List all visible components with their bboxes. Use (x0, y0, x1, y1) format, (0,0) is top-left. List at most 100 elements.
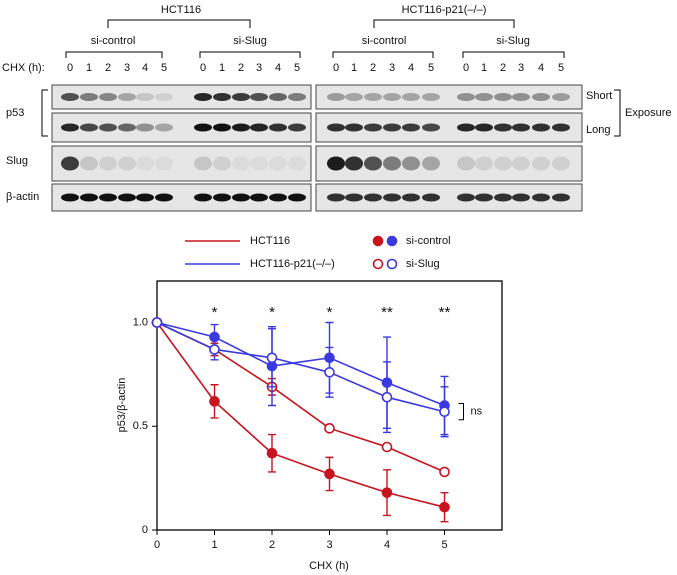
marker (381, 441, 393, 453)
significance: ** (381, 304, 393, 321)
blot-band (250, 193, 268, 202)
blot-band (118, 156, 136, 171)
blot-band (457, 156, 475, 171)
y-tick-label: 0 (142, 524, 148, 536)
ns-label: ns (471, 406, 483, 418)
treatment-label: si-control (362, 35, 407, 47)
x-tick-label: 3 (326, 539, 332, 551)
blot-band (345, 156, 363, 171)
lane-label: 2 (500, 62, 506, 74)
blot-band (99, 123, 117, 132)
blot-band (402, 193, 420, 202)
series-line (156, 321, 445, 407)
marker (151, 317, 163, 328)
x-tick-label: 5 (441, 539, 447, 551)
series-line (156, 322, 445, 508)
blot-band (494, 193, 512, 202)
blot-band (99, 93, 117, 101)
lane-label: 0 (463, 62, 469, 74)
blot-band (80, 123, 98, 132)
legend-marker (372, 235, 384, 247)
blot-band (512, 193, 530, 202)
marker (324, 468, 335, 480)
marker (439, 466, 450, 478)
significance: * (269, 304, 275, 321)
row-label: Slug (6, 155, 28, 167)
blot-band (532, 156, 550, 171)
blot-band (402, 93, 420, 101)
exposure-title: Exposure (625, 107, 671, 119)
blot-band (457, 193, 475, 202)
lane-label: 1 (219, 62, 225, 74)
lane-label: 0 (333, 62, 339, 74)
blot-band (383, 156, 401, 171)
blot-band (532, 193, 550, 202)
cell-line-label: HCT116-p21(–/–) (402, 4, 487, 16)
bracket (373, 19, 515, 28)
x-tick-label: 1 (211, 539, 217, 551)
x-tick-label: 2 (269, 539, 275, 551)
blot-band (475, 123, 493, 132)
y-tick-label: 0.5 (133, 420, 148, 432)
blot-band (327, 93, 345, 101)
marker (324, 423, 335, 434)
lane-label: 4 (408, 62, 414, 74)
x-tick-label: 0 (154, 539, 160, 551)
legend-label: HCT116-p21(–/–) (250, 258, 335, 270)
lane-label: 0 (200, 62, 206, 74)
lane-label: 5 (558, 62, 564, 74)
lane-label: 3 (389, 62, 395, 74)
blot-band (213, 93, 231, 101)
marker (324, 366, 335, 378)
blot-band (61, 156, 79, 171)
lane-label: 4 (142, 62, 148, 74)
lane-label: 2 (370, 62, 376, 74)
marker (381, 391, 393, 403)
blot-band (327, 156, 345, 171)
blot-band (494, 156, 512, 171)
blot-band (194, 156, 212, 171)
lane-label: 4 (275, 62, 281, 74)
bracket (107, 19, 251, 28)
row-label: β-actin (6, 191, 39, 203)
blot-band (552, 193, 570, 202)
treatment-label: si-Slug (496, 35, 530, 47)
x-axis-label: CHX (h) (309, 560, 349, 572)
blot-band (552, 93, 570, 101)
blot-band (61, 93, 79, 101)
blot-band (288, 123, 306, 132)
blot-band (155, 93, 173, 101)
blot-band (232, 156, 250, 171)
blot-band (402, 123, 420, 132)
bracket (332, 51, 434, 58)
series-line (156, 321, 445, 413)
blot-band (288, 193, 306, 202)
blot-band (269, 156, 287, 171)
lane-label: 0 (67, 62, 73, 74)
blot-band (269, 93, 287, 101)
blot-band (402, 156, 420, 171)
blot-band (475, 156, 493, 171)
blot-band (232, 193, 250, 202)
blot-background (51, 145, 312, 182)
blot-band (364, 93, 382, 101)
lane-label: 5 (428, 62, 434, 74)
bracket (199, 51, 301, 58)
blot-band (80, 156, 98, 171)
blot-band (118, 193, 136, 202)
blot-band (194, 93, 212, 101)
ns-bracket (458, 403, 464, 421)
blot-band (194, 193, 212, 202)
row-label: p53 (6, 107, 24, 119)
blot-band (422, 156, 440, 171)
treatment-label: si-Slug (233, 35, 267, 47)
blot-band (250, 156, 268, 171)
chart: 0 1 2 3 4 500.51.0* * * ** **nsHCT116HCT116-p21(–… (133, 235, 483, 551)
blot-band (194, 123, 212, 132)
blot-band (422, 123, 440, 132)
blot-band (345, 193, 363, 202)
blot-band (457, 123, 475, 132)
significance: * (327, 304, 333, 321)
series-line (156, 321, 445, 473)
